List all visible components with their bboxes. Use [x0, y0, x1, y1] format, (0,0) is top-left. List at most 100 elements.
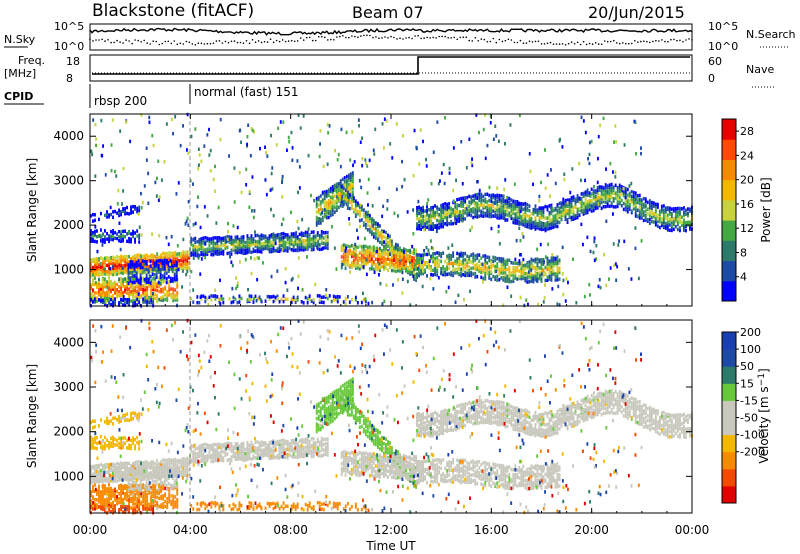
power-cell — [520, 204, 523, 209]
power-cell — [327, 188, 330, 192]
power-cell — [136, 206, 139, 211]
power-cell — [292, 245, 295, 249]
power-cell — [551, 287, 554, 291]
power-cell — [472, 259, 475, 263]
power-cell — [242, 248, 245, 252]
power-cell — [662, 218, 665, 222]
power-cell — [323, 196, 326, 200]
power-cell — [584, 178, 586, 183]
power-cell — [204, 242, 207, 246]
power-cell — [100, 211, 102, 216]
power-cell — [366, 228, 369, 232]
power-cell — [350, 261, 353, 265]
power-cell — [587, 157, 589, 161]
velocity-cell — [174, 460, 177, 465]
n-search-point — [426, 36, 428, 39]
power-cell — [130, 257, 132, 261]
power-cell — [150, 269, 153, 273]
power-cell — [260, 244, 263, 249]
power-cell — [161, 267, 164, 271]
power-cell — [462, 198, 465, 203]
power-cell — [292, 295, 295, 300]
power-cell — [596, 206, 599, 210]
power-cell — [132, 268, 134, 272]
power-cell — [220, 247, 223, 251]
power-cell — [389, 248, 392, 252]
power-cell — [248, 240, 251, 245]
power-cell — [138, 257, 141, 261]
n-search-point — [230, 40, 233, 43]
power-cell — [536, 272, 539, 276]
power-cell — [612, 199, 615, 203]
nave-tick-high: 60 — [708, 55, 722, 68]
cpid-panel: CPID rbsp 200 normal (fast) 151 — [4, 84, 298, 108]
power-cell — [288, 246, 291, 250]
power-cell — [155, 275, 158, 279]
power-cell — [366, 259, 369, 263]
power-cell — [544, 186, 547, 191]
power-cell — [353, 160, 356, 164]
power-cell — [94, 218, 96, 223]
power-cell — [158, 234, 161, 238]
power-cell — [586, 235, 589, 240]
power-cell — [532, 266, 535, 270]
velocity-cell — [144, 471, 147, 476]
power-cell — [469, 289, 471, 294]
power-cell — [270, 233, 273, 237]
n-search-point — [489, 40, 492, 43]
power-cell — [564, 299, 567, 303]
power-cell — [100, 267, 102, 272]
power-cell — [605, 283, 608, 288]
power-cell — [104, 229, 106, 233]
power-cell — [548, 219, 551, 223]
power-cell — [345, 182, 348, 187]
power-cell — [540, 272, 543, 276]
power-cell — [437, 276, 440, 280]
power-cell — [526, 206, 529, 211]
power-cell — [141, 265, 144, 270]
velocity-cell — [174, 468, 177, 472]
power-cell — [379, 236, 381, 240]
power-cell — [138, 265, 141, 270]
power-cell — [304, 243, 307, 247]
power-cell — [238, 240, 241, 244]
velocity-cell — [216, 455, 219, 460]
power-cell — [94, 295, 96, 299]
power-cell — [159, 272, 162, 277]
power-cell — [506, 195, 509, 200]
power-cell — [622, 193, 625, 198]
power-cell — [546, 173, 549, 177]
power-cell — [160, 261, 163, 265]
power-cell — [486, 200, 489, 204]
power-cell — [536, 261, 539, 265]
power-cell — [490, 214, 493, 219]
power-cell — [456, 267, 459, 271]
power-cell — [632, 197, 635, 201]
power-cell — [478, 208, 481, 213]
y-tick-label: 4000 — [53, 129, 84, 143]
power-cell — [600, 192, 603, 196]
velocity-cell — [204, 454, 207, 459]
power-cell — [563, 177, 566, 182]
power-cell — [482, 206, 485, 210]
power-cell — [442, 251, 445, 255]
y-tick-label: 3000 — [53, 174, 84, 188]
power-cell — [280, 297, 283, 302]
power-cell — [654, 217, 657, 222]
power-cell — [306, 234, 309, 239]
power-cell — [641, 207, 643, 211]
power-cell — [506, 261, 509, 265]
power-cell — [96, 234, 98, 239]
power-cell — [522, 271, 525, 276]
power-cell — [609, 161, 612, 166]
power-cell — [190, 242, 193, 247]
power-cell — [538, 215, 541, 220]
power-cell — [127, 271, 130, 275]
power-cell — [276, 235, 279, 240]
power-cell — [526, 224, 529, 229]
power-cell — [454, 267, 457, 272]
power-cell — [450, 261, 453, 266]
power-cell — [214, 297, 217, 301]
power-cell — [278, 249, 281, 254]
n-search-point — [305, 36, 308, 39]
